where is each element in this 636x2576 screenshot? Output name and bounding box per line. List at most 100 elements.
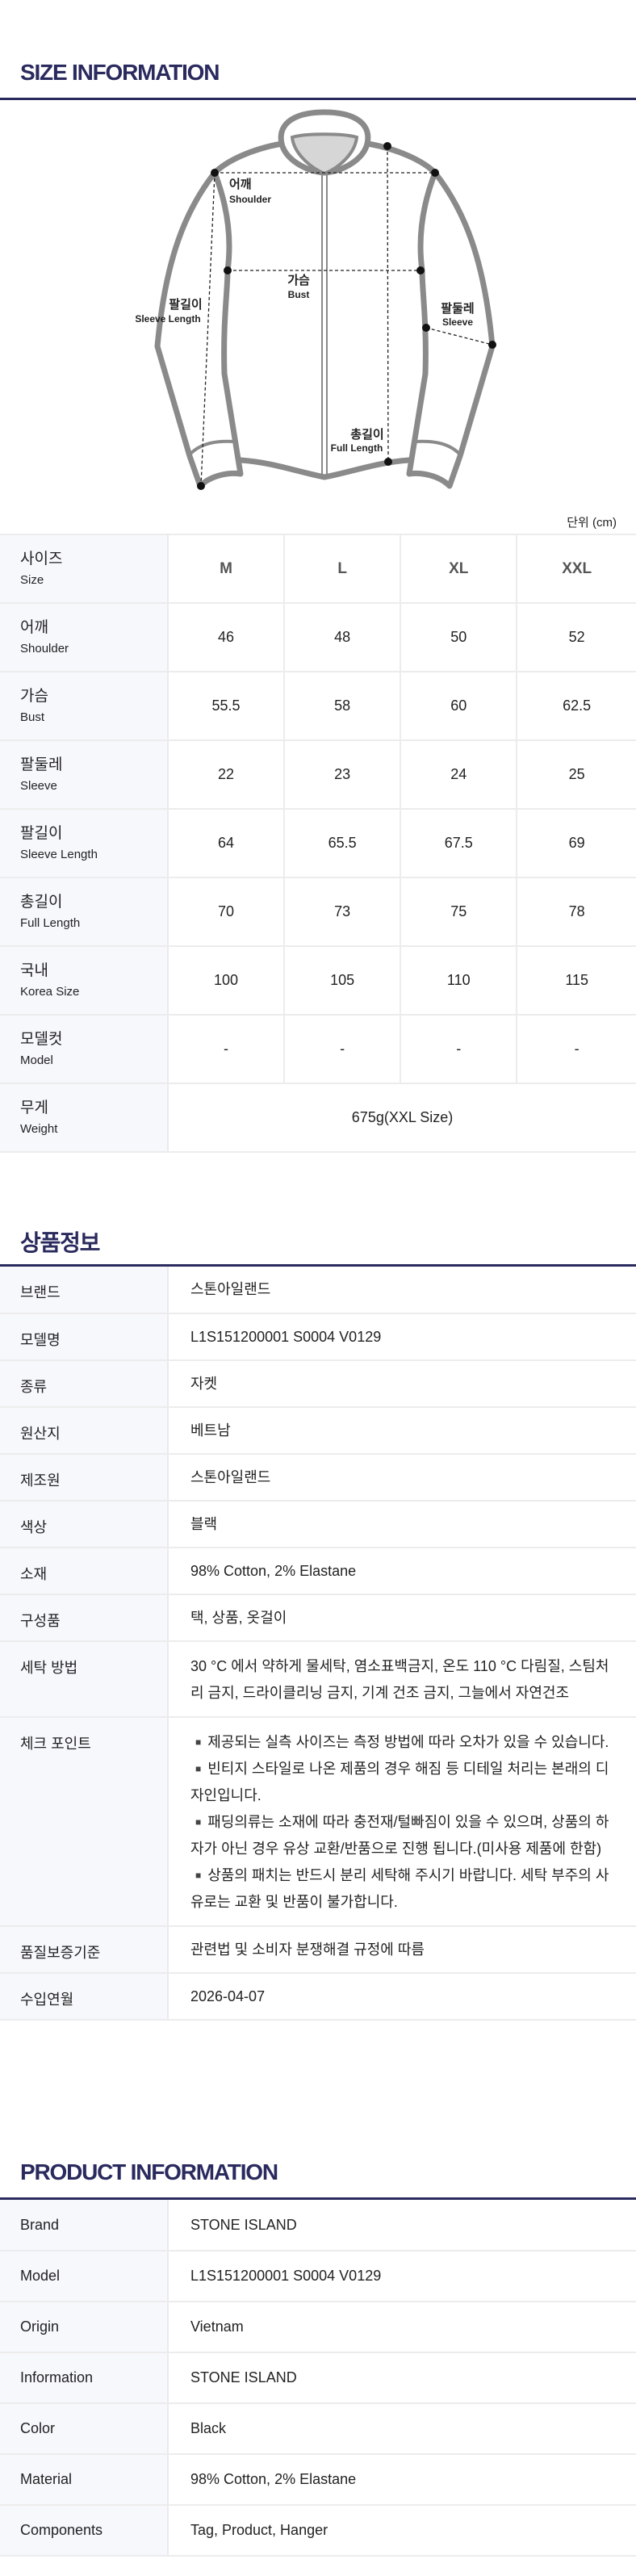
square-bullet-icon: ■ (195, 1763, 202, 1774)
row-label: 팔길이 Sleeve Length (0, 809, 169, 878)
size-value: 69 (517, 809, 636, 878)
size-column-header: XL (400, 534, 518, 604)
sleeve-length-label-ko: 팔길이 (169, 297, 202, 312)
row-value: 98% Cotton, 2% Elastane (168, 1548, 636, 1595)
size-value: 58 (284, 672, 402, 741)
info-row: Origin Vietnam (0, 2302, 636, 2353)
size-column-header: M (168, 534, 286, 604)
weight-value: 675g(XXL Size) (168, 1083, 636, 1153)
size-value: 55.5 (168, 672, 286, 741)
full-length-label-en: Full Length (331, 442, 383, 454)
row-label: 모델컷 Model (0, 1015, 169, 1084)
size-column-header: XXL (517, 534, 636, 604)
product-info-ko-table: 브랜드 스톤아일랜드 모델명 L1S151200001 S0004 V0129 종류 자켓… (0, 1267, 636, 2021)
row-value: 베트남 (168, 1407, 636, 1455)
size-value: 50 (400, 602, 518, 672)
zipper (321, 174, 328, 476)
row-value: L1S151200001 S0004 V0129 (168, 1313, 636, 1361)
size-value: 100 (168, 946, 286, 1016)
size-row: 어깨 Shoulder 46 48 50 52 (0, 602, 636, 672)
size-value: 105 (284, 946, 402, 1016)
row-label: 총길이 Full Length (0, 878, 169, 947)
neck-inner (290, 132, 359, 176)
checkpoint-item: ■ 제공되는 실측 사이즈는 측정 방법에 따라 오차가 있을 수 있습니다. (195, 1734, 609, 1750)
row-value: Black (168, 2403, 636, 2455)
row-value: 자켓 (168, 1360, 636, 1408)
size-value: 23 (284, 740, 402, 810)
title-divider (0, 1264, 636, 1267)
checkpoint-list: ■ 제공되는 실측 사이즈는 측정 방법에 따라 오차가 있을 수 있습니다. ■ 빈… (168, 1717, 636, 1927)
size-value: 78 (517, 878, 636, 947)
row-label: 사이즈 Size (0, 534, 169, 604)
info-row: 수입연월 2026-04-07 (0, 1973, 636, 2021)
product-info-ko-title: 상품정보 (20, 1230, 100, 1255)
size-value: - (400, 1015, 518, 1084)
product-info-en-table: Brand STONE ISLAND Model L1S151200001 S0004… (0, 2200, 636, 2557)
row-value: 스톤아일랜드 (168, 1267, 636, 1314)
row-value: Tag, Product, Hanger (168, 2505, 636, 2557)
info-row: Components Tag, Product, Hanger (0, 2505, 636, 2557)
size-value: 62.5 (517, 672, 636, 741)
row-value: Vietnam (168, 2302, 636, 2353)
jacket-measurement-diagram: 어깨 Shoulder 가슴 Bust 팔길이 Sleeve Length 팔둘… (135, 109, 496, 490)
row-value: STONE ISLAND (168, 2352, 636, 2404)
row-label: 체크 포인트 (0, 1717, 169, 1927)
size-value: 67.5 (400, 809, 518, 878)
size-value: - (168, 1015, 286, 1084)
size-value: 46 (168, 602, 286, 672)
size-table: 사이즈 Size M L XL XXL 어깨 Shoulder 46 48 50 52 가슴 B… (0, 534, 636, 1153)
row-value: 98% Cotton, 2% Elastane (168, 2454, 636, 2506)
row-label: 품질보증기준 (0, 1926, 169, 1974)
row-label: 무게 Weight (0, 1083, 169, 1153)
size-row: 모델컷 Model - - - - (0, 1015, 636, 1084)
row-label: Information (0, 2352, 169, 2404)
row-label: 국내 Korea Size (0, 946, 169, 1016)
size-row: 국내 Korea Size 100 105 110 115 (0, 946, 636, 1016)
row-label: 원산지 (0, 1407, 169, 1455)
row-label: 제조원 (0, 1454, 169, 1502)
row-label: Brand (0, 2200, 169, 2251)
info-row: Color Black (0, 2403, 636, 2455)
row-label: 모델명 (0, 1313, 169, 1361)
row-label: 세탁 방법 (0, 1641, 169, 1718)
bust-label-ko: 가슴 (287, 274, 310, 287)
row-value: 스톤아일랜드 (168, 1454, 636, 1502)
info-row: 소재 98% Cotton, 2% Elastane (0, 1548, 636, 1595)
size-value: 65.5 (284, 809, 402, 878)
info-row: 제조원 스톤아일랜드 (0, 1454, 636, 1502)
full-length-label-ko: 총길이 (350, 428, 383, 442)
weight-row: 무게 Weight 675g(XXL Size) (0, 1083, 636, 1153)
row-label: Components (0, 2505, 169, 2557)
checkpoint-item: ■ 패딩의류는 소재에 따라 충전재/털빠짐이 있을 수 있으며, 상품의 하자가… (190, 1814, 609, 1857)
size-row: 총길이 Full Length 70 73 75 78 (0, 878, 636, 947)
info-row: 원산지 베트남 (0, 1407, 636, 1455)
size-value: 70 (168, 878, 286, 947)
shoulder-label-ko: 어깨 (229, 178, 252, 191)
row-label: 브랜드 (0, 1267, 169, 1314)
square-bullet-icon: ■ (195, 1736, 202, 1748)
row-label: Model (0, 2251, 169, 2302)
info-row: 구성품 택, 상품, 옷걸이 (0, 1594, 636, 1642)
row-label: 팔둘레 Sleeve (0, 740, 169, 810)
size-value: 52 (517, 602, 636, 672)
sleeve-label-ko: 팔둘레 (441, 301, 474, 316)
row-label: 어깨 Shoulder (0, 602, 169, 672)
row-label: Color (0, 2403, 169, 2455)
sleeve-label-en: Sleeve (442, 316, 473, 328)
row-value: 블랙 (168, 1501, 636, 1548)
size-value: 48 (284, 602, 402, 672)
size-row: 팔길이 Sleeve Length 64 65.5 67.5 69 (0, 809, 636, 878)
row-label: Material (0, 2454, 169, 2506)
row-value: 30 °C 에서 약하게 물세탁, 염소표백금지, 온도 110 °C 다림질,… (168, 1641, 636, 1718)
row-label: 종류 (0, 1360, 169, 1408)
row-label: 소재 (0, 1548, 169, 1595)
row-value: 택, 상품, 옷걸이 (168, 1594, 636, 1642)
size-value: 73 (284, 878, 402, 947)
row-label: 수입연월 (0, 1973, 169, 2021)
info-row: 모델명 L1S151200001 S0004 V0129 (0, 1313, 636, 1361)
sleeve-length-label-en: Sleeve Length (135, 313, 200, 325)
size-value: 60 (400, 672, 518, 741)
title-divider (0, 98, 636, 100)
size-column-header: L (284, 534, 402, 604)
size-information-title: SIZE INFORMATION (20, 60, 220, 85)
